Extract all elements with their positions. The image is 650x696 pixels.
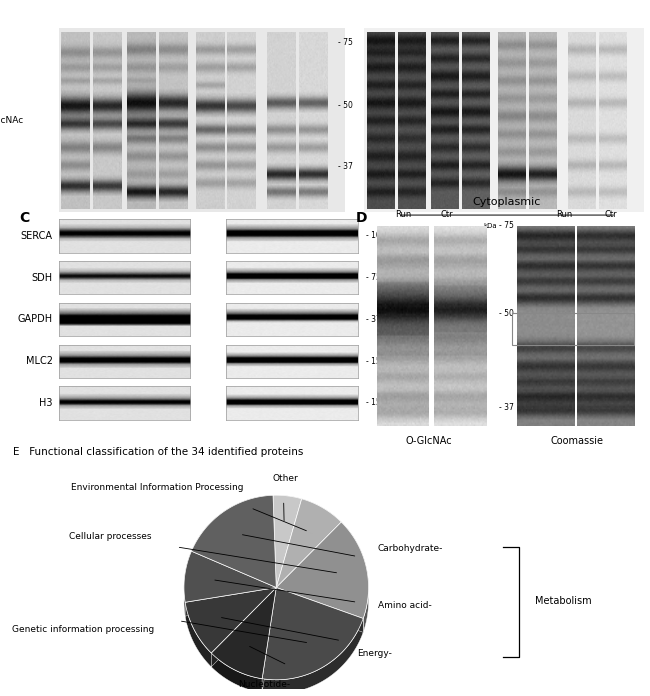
Text: E   Functional classification of the 34 identified proteins: E Functional classification of the 34 id… [13,448,304,457]
Text: B: B [350,0,361,1]
Text: H3: H3 [39,398,53,408]
Text: Cellular processes: Cellular processes [69,532,151,541]
Text: O-GlcNAc: O-GlcNAc [0,116,24,125]
Text: Run: Run [556,210,573,219]
Polygon shape [185,587,276,616]
Text: Ctr: Ctr [604,210,617,219]
Text: SERCA: SERCA [21,231,53,241]
Polygon shape [191,551,276,601]
Text: - 15: - 15 [367,399,381,407]
Text: Nucleotide-: Nucleotide- [238,680,290,689]
Polygon shape [184,551,276,602]
Polygon shape [273,496,302,513]
Polygon shape [184,551,191,616]
Polygon shape [262,619,363,694]
Polygon shape [191,496,273,565]
Polygon shape [273,496,276,601]
Text: - 75: - 75 [367,274,382,282]
Text: Carbohydrate-: Carbohydrate- [378,544,443,553]
Polygon shape [273,496,302,587]
Text: - 75: - 75 [338,38,353,47]
Polygon shape [211,587,276,667]
Polygon shape [341,522,369,633]
Text: SDH: SDH [31,273,53,283]
Text: Metabolism: Metabolism [535,596,592,606]
Text: kDa: kDa [483,223,497,228]
Text: Amino acid-: Amino acid- [378,601,432,610]
Polygon shape [276,522,369,619]
Text: - 15: - 15 [367,357,381,365]
Text: - 75: - 75 [499,221,514,230]
Polygon shape [211,653,262,693]
Text: - 50: - 50 [338,101,353,110]
Text: O-GlcNAc: O-GlcNAc [406,436,452,446]
Polygon shape [276,522,341,601]
Polygon shape [185,587,276,653]
Polygon shape [191,496,276,587]
Text: Other: Other [272,474,298,483]
Text: Coomassie: Coomassie [551,436,604,446]
Polygon shape [262,587,276,693]
Text: Run: Run [395,210,411,219]
Text: D: D [356,211,368,225]
Text: Genetic information processing: Genetic information processing [12,624,155,633]
Polygon shape [276,499,341,587]
Text: GAPDH: GAPDH [18,315,53,324]
Text: Ctr: Ctr [441,210,454,219]
Text: C: C [20,211,30,225]
Polygon shape [276,499,302,601]
Polygon shape [262,587,363,680]
Text: - 100: - 100 [367,232,386,240]
Text: - 37: - 37 [367,315,382,324]
Text: Energy-: Energy- [358,649,393,658]
Text: A: A [21,0,32,1]
Text: - 37: - 37 [338,161,353,171]
Polygon shape [185,602,211,667]
Polygon shape [302,499,341,536]
Text: Environmental Information Processing: Environmental Information Processing [72,483,244,492]
Text: - 37: - 37 [499,403,514,411]
Polygon shape [276,587,363,633]
Text: - 50: - 50 [499,309,514,317]
Text: Cytoplasmic: Cytoplasmic [473,197,541,207]
Text: MLC2: MLC2 [25,356,53,366]
Polygon shape [211,587,276,679]
